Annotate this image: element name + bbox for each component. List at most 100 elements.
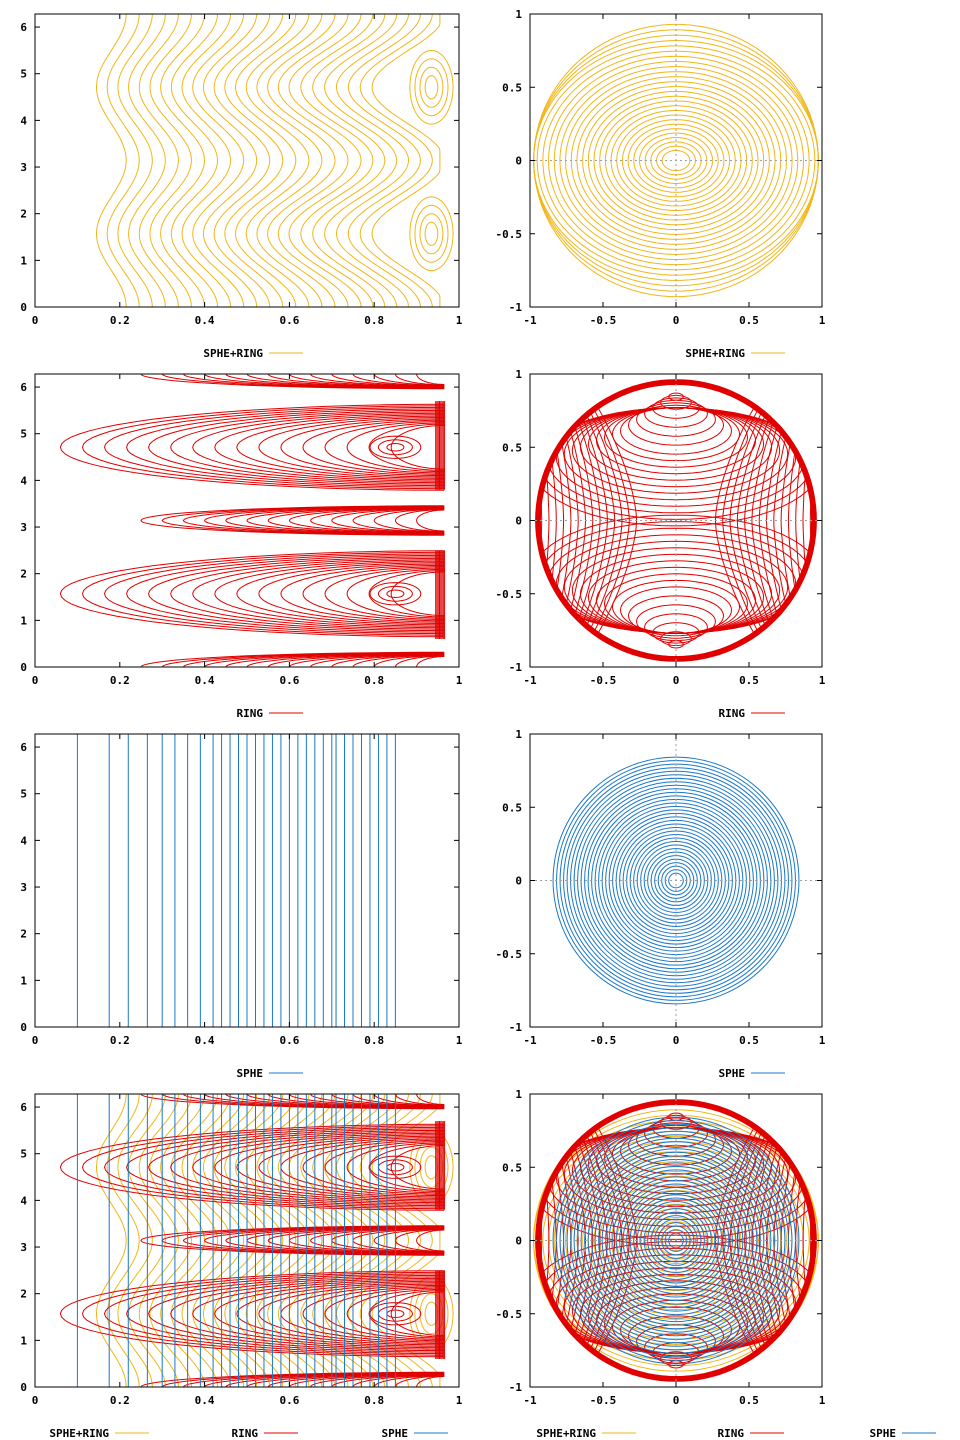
y-tick-label: -1 — [509, 1381, 523, 1394]
x-tick-label: 0.2 — [110, 674, 130, 687]
contour-line-ring — [170, 411, 445, 484]
plot-area — [76, 734, 396, 1027]
contour-line-ring — [416, 1229, 445, 1252]
y-tick-label: -0.5 — [496, 588, 523, 601]
contour-loop-sphe-ring — [409, 49, 454, 125]
contour-line-sphe-ring — [95, 1094, 127, 1387]
contour-line-ring — [346, 422, 445, 473]
y-tick-label: 3 — [20, 881, 27, 894]
x-tick-label: 0.4 — [195, 314, 215, 327]
contour-line-ring — [373, 1228, 445, 1253]
x-tick-label: -0.5 — [590, 314, 617, 327]
y-tick-label: 1 — [515, 8, 522, 21]
y-tick-label: 0 — [515, 1235, 522, 1248]
plot-area — [95, 14, 454, 307]
x-tick-label: 0.6 — [279, 314, 299, 327]
y-tick-label: 0.5 — [502, 81, 522, 94]
y-tick-label: 5 — [20, 788, 27, 801]
contour-line-ring — [787, 450, 796, 591]
contour-line-ring — [161, 505, 445, 536]
contour-line-ring — [736, 413, 767, 628]
contour-line-ring — [352, 374, 445, 386]
contour-line-ring — [126, 554, 445, 633]
contour-line-sphe-ring — [288, 14, 362, 307]
contour-line-ring — [280, 418, 445, 477]
contour-line-sphe-ring — [638, 132, 714, 189]
chart-sphe-polar: -1 -0.5 0 0.5 1 -1 -0.5 0 0.5 1 SPHE — [496, 728, 826, 1080]
legend-label: RING — [719, 707, 746, 720]
contour-line-sphe — [619, 1183, 733, 1298]
contour-line-sphe-ring — [599, 100, 753, 221]
y-tick-label: 4 — [20, 834, 27, 847]
x-tick-label: 0.8 — [364, 1394, 384, 1407]
contour-line-ring — [394, 1229, 445, 1252]
series-ring — [59, 374, 446, 667]
contour-line-ring — [394, 1094, 445, 1106]
contour-line-ring — [736, 1133, 767, 1348]
contour-line-ring — [390, 1291, 445, 1337]
contour-line-ring — [324, 421, 445, 474]
contour-line-ring — [555, 407, 797, 507]
contour-line-sphe-ring — [256, 14, 323, 307]
contour-line-ring — [302, 1286, 445, 1342]
contour-line-sphe-ring — [312, 14, 386, 307]
contour-line-ring — [636, 402, 716, 437]
contour-edge-ring — [536, 380, 816, 661]
contour-line-ring — [545, 469, 550, 572]
contour-line-ring — [170, 1131, 445, 1204]
plot-frame — [34, 373, 460, 668]
contour-line-ring — [148, 1129, 445, 1205]
y-tick-label: 2 — [20, 928, 27, 941]
contour-line-sphe-ring — [312, 1094, 386, 1387]
contour-line-ring — [368, 1290, 445, 1338]
contour-line-sphe — [563, 767, 789, 994]
contour-line-sphe-ring — [192, 14, 245, 307]
contour-line-ring — [368, 570, 445, 618]
contour-line-ring — [214, 560, 445, 627]
contour-line-sphe — [598, 1162, 754, 1319]
contour-line-ring — [288, 507, 445, 534]
contour-line-sphe — [633, 837, 719, 924]
series-sphe — [76, 734, 396, 1027]
x-tick-label: 0.8 — [364, 1034, 384, 1047]
contour-line-ring — [302, 419, 445, 475]
contour-line-ring — [722, 408, 759, 633]
contour-line-sphe — [587, 791, 765, 970]
contour-line-sphe-ring — [627, 1203, 725, 1278]
contour-line-ring — [258, 563, 445, 624]
contour-line-ring — [416, 1094, 445, 1105]
contour-line-sphe-ring — [582, 1166, 770, 1315]
contour-line-ring — [390, 1144, 445, 1190]
y-tick-label: 0 — [20, 1381, 27, 1394]
contour-line-sphe-ring — [371, 14, 441, 307]
x-tick-label: -1 — [523, 674, 537, 687]
x-tick-label: 0.5 — [739, 674, 759, 687]
contour-line-ring — [126, 1274, 445, 1353]
y-tick-label: -0.5 — [496, 1308, 523, 1321]
contour-line-sphe — [657, 862, 695, 899]
legend-label: SPHE — [870, 1427, 897, 1440]
contour-line-ring — [140, 505, 445, 536]
legend-label: RING — [718, 1427, 745, 1440]
contour-line-ring — [59, 403, 445, 491]
contour-line-ring — [324, 567, 445, 620]
contour-line-ring — [593, 408, 630, 633]
contour-line-ring — [373, 508, 445, 533]
contour-line-sphe — [552, 756, 800, 1005]
legend-label: SPHE+RING — [49, 1427, 109, 1440]
y-tick-label: 1 — [20, 1334, 27, 1347]
contour-line-ring — [148, 409, 445, 485]
contour-loop-sphe-ring — [419, 213, 444, 255]
y-tick-label: -1 — [509, 661, 523, 674]
contour-line-ring — [170, 1277, 445, 1350]
contour-line-ring — [103, 553, 445, 635]
contour-line-ring — [148, 556, 445, 632]
contour-loop-sphe-ring — [424, 221, 439, 246]
y-tick-label: -1 — [509, 1021, 523, 1034]
contour-line-ring — [565, 436, 579, 605]
contour-line-sphe-ring — [213, 1094, 271, 1387]
y-tick-label: 5 — [20, 68, 27, 81]
contour-line-sphe-ring — [245, 14, 310, 307]
contour-line-ring — [773, 1156, 787, 1325]
contour-line-ring — [394, 655, 445, 667]
